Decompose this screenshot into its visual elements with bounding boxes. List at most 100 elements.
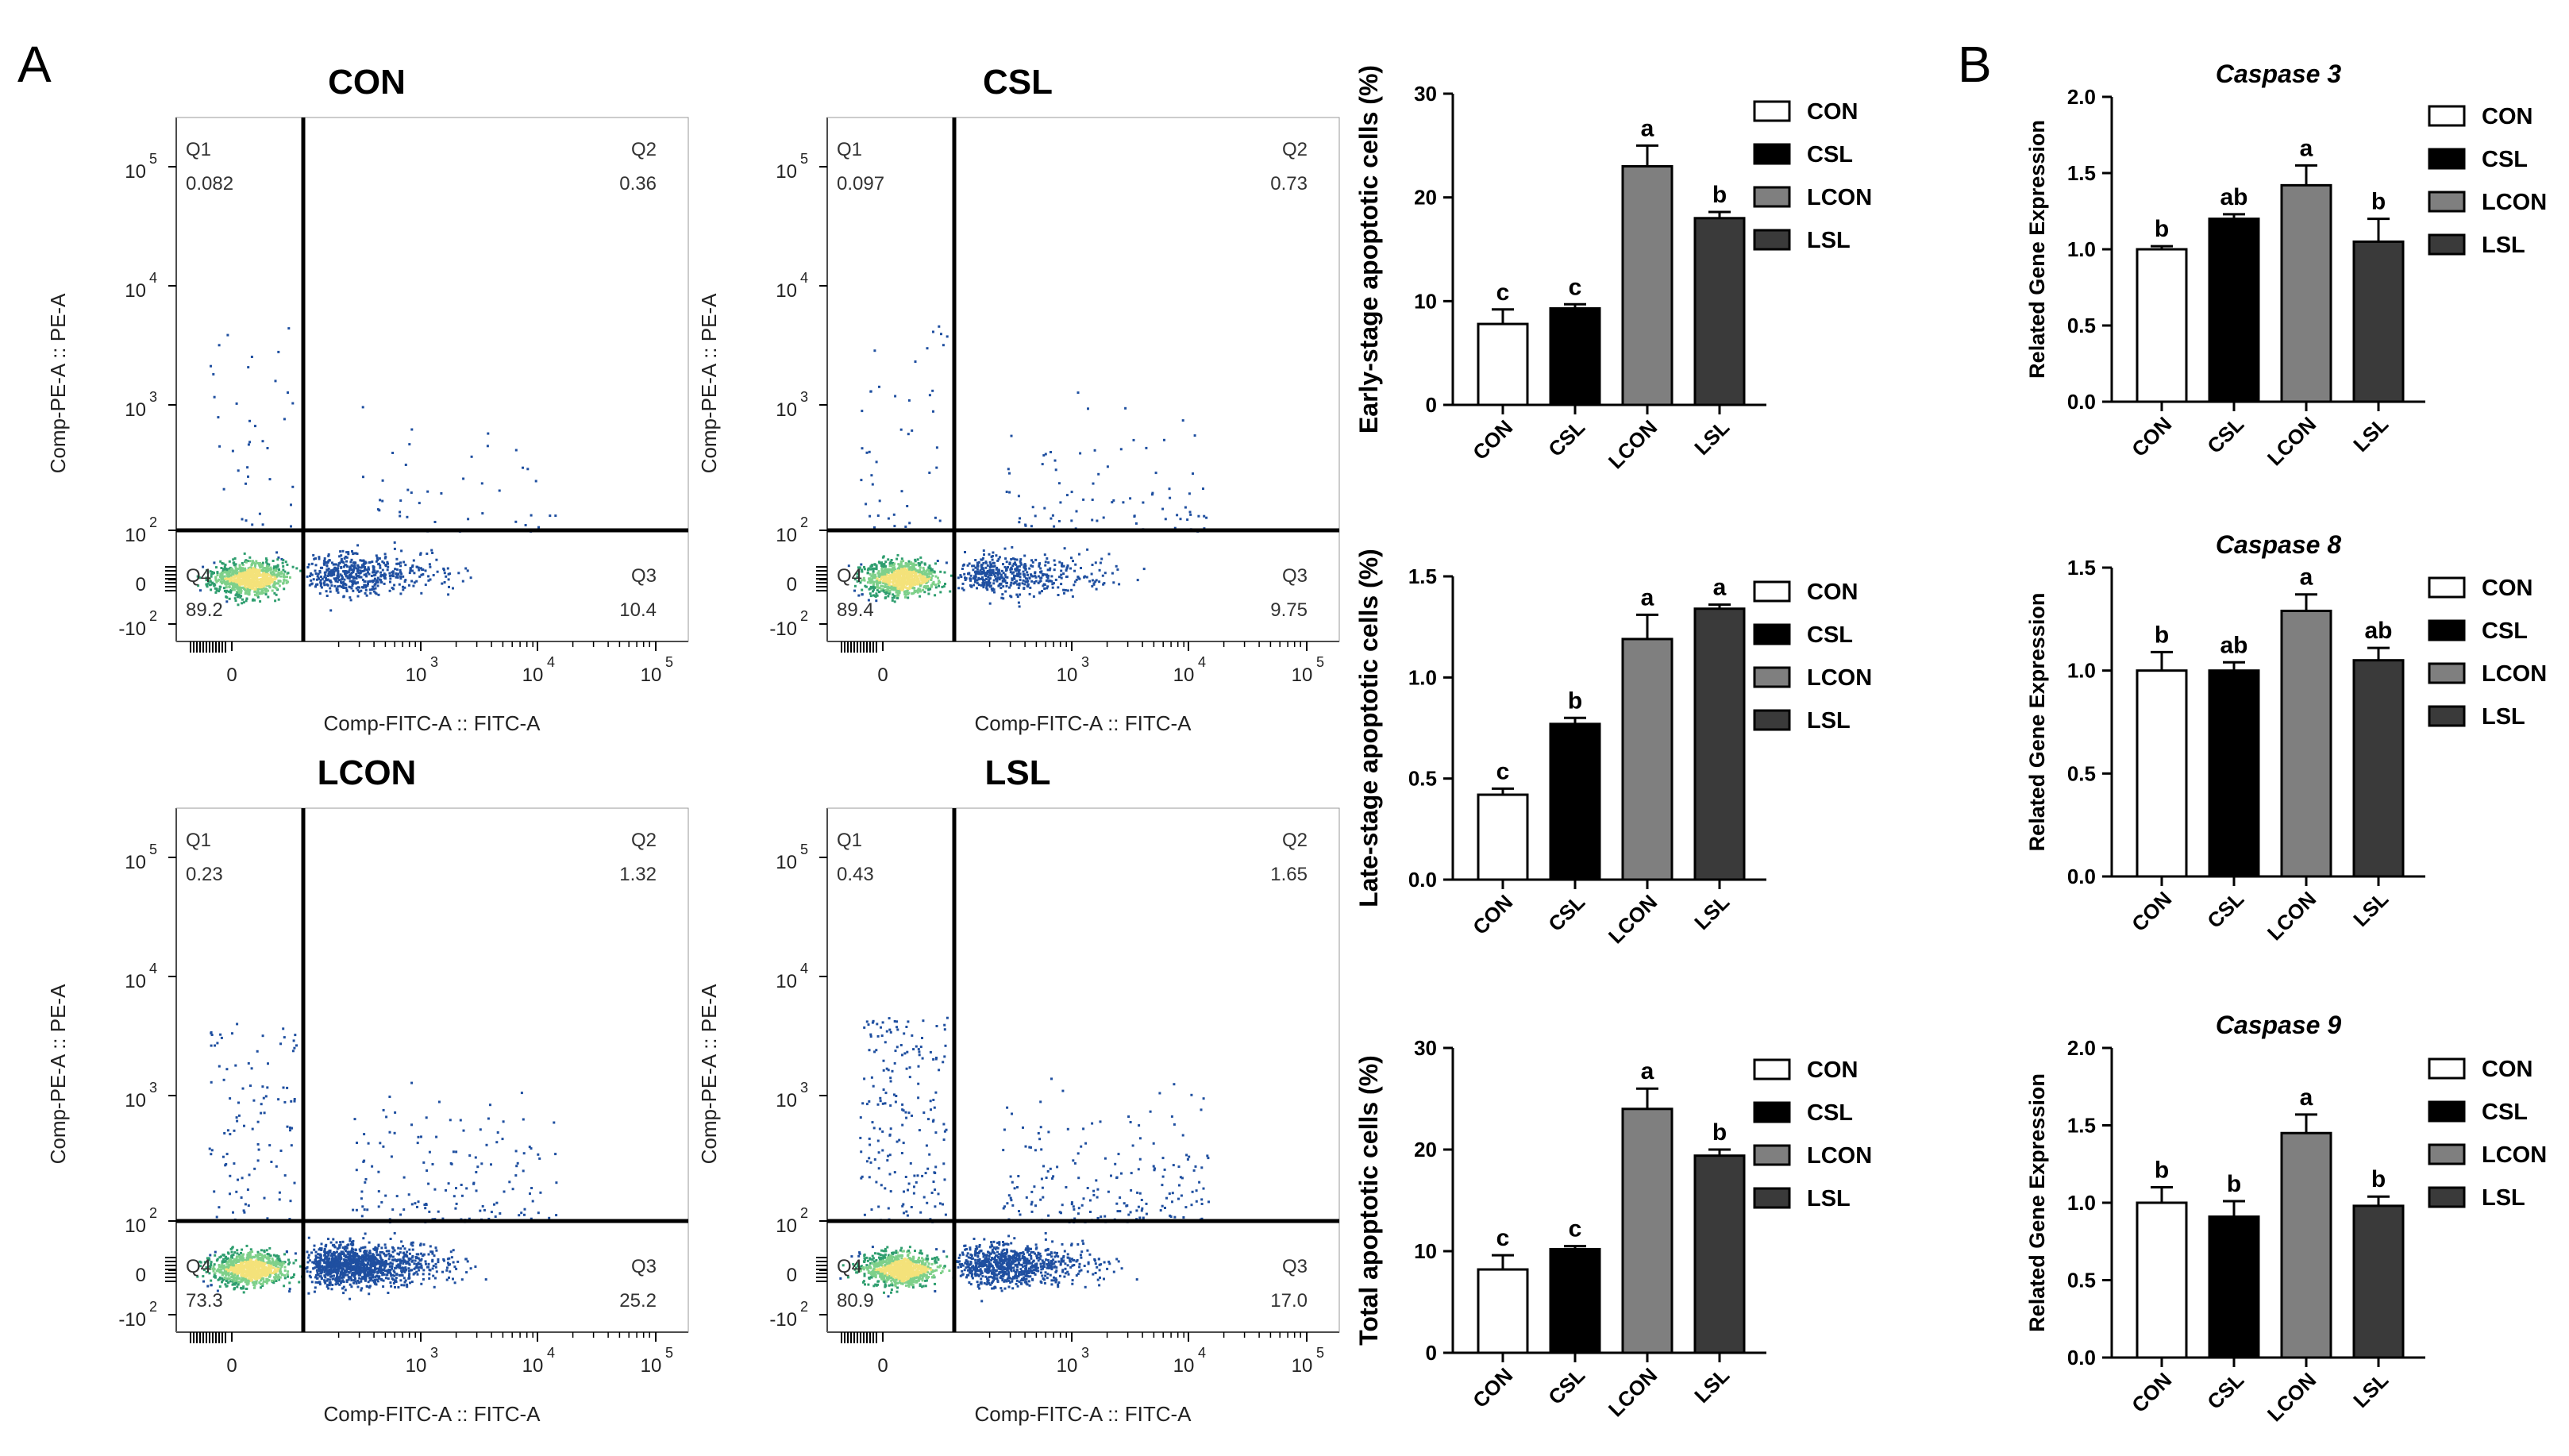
flow-event: [927, 587, 930, 590]
flow-event: [1074, 563, 1077, 566]
flow-event: [913, 581, 916, 584]
flow-event: [318, 1283, 322, 1286]
flow-event: [268, 478, 272, 481]
flow-event: [410, 580, 414, 583]
flow-event: [329, 574, 332, 577]
flow-event: [911, 592, 914, 595]
flow-event: [212, 1269, 215, 1273]
flow-event: [379, 1251, 382, 1254]
flow-event: [990, 568, 993, 572]
flow-event: [1181, 419, 1184, 422]
flow-event: [346, 565, 349, 568]
flow-event: [247, 1256, 250, 1258]
flow-y-tick-exponent: 5: [149, 151, 157, 167]
flow-event: [1075, 510, 1078, 513]
flow-event: [1018, 605, 1021, 608]
flow-event: [381, 560, 384, 563]
flow-event: [1098, 568, 1101, 572]
flow-event: [210, 1279, 213, 1282]
flow-event: [230, 1275, 233, 1278]
flow-event: [1028, 567, 1031, 570]
flow-event: [932, 330, 934, 333]
flow-event: [231, 1260, 234, 1263]
flow-event: [352, 561, 355, 564]
flow-event: [210, 364, 212, 368]
flow-event: [930, 579, 933, 581]
flow-event: [349, 599, 352, 602]
flow-event: [239, 587, 242, 591]
flow-event: [1145, 446, 1148, 449]
flow-event: [231, 1268, 234, 1271]
flow-event: [443, 572, 446, 575]
flow-event: [887, 590, 890, 593]
flow-event: [310, 579, 313, 582]
flow-event: [375, 554, 378, 557]
flow-event: [856, 580, 859, 583]
flow-event: [243, 568, 246, 572]
flow-event: [968, 562, 971, 565]
flow-event: [369, 591, 372, 595]
flow-event: [237, 469, 240, 472]
flow-event: [993, 591, 996, 594]
flow-event: [365, 1268, 368, 1271]
flow-event: [861, 447, 864, 450]
flow-event: [268, 573, 271, 576]
flow-event: [1041, 463, 1044, 466]
flow-event: [437, 1261, 440, 1264]
flow-event: [306, 575, 309, 578]
flow-event: [233, 588, 236, 591]
flow-event: [918, 564, 921, 567]
flow-event: [331, 1255, 334, 1258]
flow-event: [275, 551, 279, 554]
flow-x-tick-label: 10: [1292, 664, 1313, 686]
flow-event: [318, 556, 321, 559]
flow-event: [431, 1252, 434, 1255]
flow-event: [341, 549, 345, 553]
flow-event: [996, 580, 999, 583]
flow-event: [395, 572, 398, 575]
flow-event: [239, 596, 242, 599]
flow-event: [415, 580, 418, 583]
flow-event: [336, 567, 339, 570]
flow-event: [283, 1274, 286, 1277]
flow-event: [1073, 580, 1077, 584]
flow-event: [227, 1277, 230, 1280]
flow-event: [891, 596, 894, 599]
flow-event: [246, 580, 249, 584]
flow-event: [418, 575, 422, 578]
flow-event: [1065, 569, 1068, 572]
flow-event: [260, 563, 263, 566]
flow-event: [336, 568, 339, 572]
flow-event: [222, 1260, 225, 1263]
flow-event: [980, 577, 983, 580]
flow-event: [214, 587, 217, 590]
flow-event: [1030, 573, 1032, 576]
flow-event: [379, 580, 383, 584]
flow-event: [313, 557, 316, 560]
flow-event: [241, 567, 244, 570]
flow-event: [293, 1273, 295, 1276]
flow-event: [1028, 576, 1031, 580]
flow-event: [980, 572, 983, 576]
flow-event: [324, 1268, 327, 1271]
flow-event: [291, 1276, 295, 1279]
flow-event: [327, 1238, 329, 1241]
flow-event: [389, 577, 392, 580]
flow-event: [1179, 518, 1182, 521]
flow-event: [356, 544, 360, 547]
flow-event: [399, 1267, 402, 1269]
flow-event: [1011, 577, 1014, 580]
flow-event: [906, 568, 909, 572]
flow-event: [384, 564, 387, 567]
flow-event: [379, 1264, 382, 1267]
flow-event: [427, 575, 430, 578]
flow-event: [469, 576, 472, 580]
flow-event: [1030, 580, 1034, 583]
flow-event: [963, 572, 966, 576]
flow-event: [252, 1271, 256, 1274]
flow-event: [236, 1275, 239, 1278]
flow-event: [399, 1247, 402, 1250]
flow-event: [400, 1273, 403, 1277]
flow-quadrant-value: 10.4: [619, 599, 657, 621]
flow-event: [245, 1261, 248, 1264]
